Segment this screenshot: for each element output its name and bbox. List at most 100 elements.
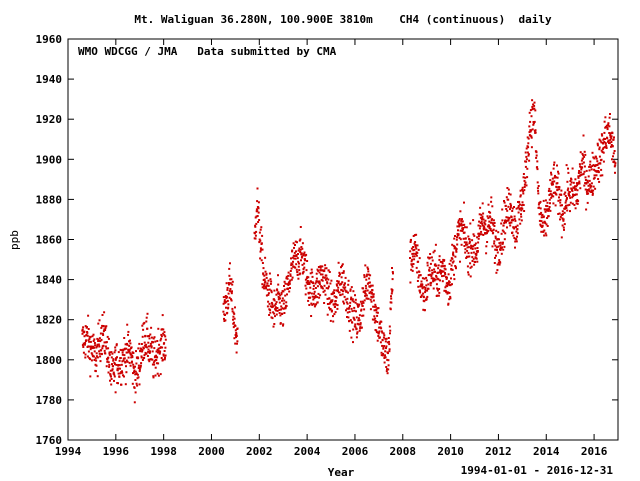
- data-point: [585, 181, 588, 184]
- data-point: [507, 198, 510, 201]
- data-point: [350, 307, 353, 310]
- data-point: [286, 293, 288, 296]
- data-point: [582, 134, 585, 137]
- data-point: [111, 352, 114, 355]
- data-point: [592, 164, 595, 167]
- data-point: [416, 280, 419, 282]
- data-point: [505, 208, 508, 210]
- data-point: [144, 334, 147, 337]
- data-point: [552, 183, 554, 186]
- data-point: [410, 268, 413, 271]
- data-point: [501, 229, 504, 232]
- data-point: [446, 281, 449, 284]
- data-point: [277, 291, 280, 294]
- data-point: [548, 187, 551, 190]
- data-point: [232, 326, 235, 329]
- data-point: [522, 173, 525, 175]
- data-point: [528, 131, 531, 134]
- data-point: [328, 271, 331, 273]
- data-point: [520, 215, 523, 218]
- data-point: [556, 176, 559, 179]
- data-point: [295, 268, 298, 271]
- data-point: [610, 141, 613, 143]
- data-point: [551, 182, 554, 185]
- data-point: [223, 317, 225, 320]
- data-point: [289, 279, 292, 282]
- data-point: [384, 340, 387, 343]
- data-point: [433, 268, 436, 271]
- data-point: [120, 363, 123, 366]
- data-point: [159, 346, 162, 349]
- data-point: [267, 293, 270, 296]
- data-point: [590, 185, 593, 188]
- data-point: [467, 273, 470, 276]
- data-point: [296, 241, 298, 244]
- data-point: [460, 224, 463, 227]
- data-point: [439, 279, 441, 282]
- data-point: [273, 312, 276, 315]
- data-point: [488, 225, 491, 228]
- data-point: [358, 329, 361, 332]
- data-point: [509, 193, 512, 196]
- data-point: [444, 268, 447, 271]
- data-point: [605, 126, 607, 128]
- data-point: [127, 330, 130, 333]
- data-point: [304, 293, 307, 296]
- data-point: [127, 356, 130, 359]
- data-point: [372, 293, 375, 296]
- data-point: [155, 354, 158, 357]
- data-point: [518, 207, 521, 210]
- data-point: [226, 288, 229, 291]
- data-point: [138, 370, 141, 373]
- data-point: [416, 271, 419, 274]
- data-point: [429, 253, 432, 255]
- data-point: [542, 215, 545, 218]
- data-point: [306, 283, 309, 285]
- data-point: [541, 221, 544, 224]
- data-point: [547, 190, 550, 192]
- data-point: [277, 283, 280, 286]
- data-point: [490, 196, 493, 199]
- data-point: [375, 308, 378, 311]
- data-point: [120, 349, 123, 352]
- data-point: [128, 348, 131, 351]
- data-point: [521, 188, 524, 191]
- data-point: [92, 345, 95, 348]
- data-point: [471, 239, 474, 242]
- data-point: [310, 268, 313, 271]
- data-point: [556, 188, 559, 191]
- data-point: [349, 304, 351, 307]
- data-point: [103, 341, 106, 344]
- data-point: [340, 289, 343, 292]
- data-point: [449, 297, 452, 300]
- data-point: [102, 325, 105, 327]
- data-point: [581, 166, 584, 169]
- data-point: [600, 133, 603, 136]
- data-point: [424, 288, 427, 291]
- data-point: [297, 260, 300, 263]
- data-point: [258, 241, 261, 243]
- data-point: [418, 289, 421, 292]
- data-point: [266, 284, 269, 287]
- data-point: [540, 230, 543, 233]
- y-axis-label: ppb: [8, 230, 21, 250]
- data-point: [335, 303, 338, 306]
- data-point: [290, 267, 293, 270]
- data-point: [374, 317, 377, 320]
- data-point: [434, 243, 437, 246]
- data-point: [277, 295, 280, 298]
- data-point: [453, 245, 456, 248]
- data-point: [533, 107, 536, 110]
- data-point: [332, 320, 335, 323]
- data-point: [412, 252, 415, 255]
- data-point: [331, 300, 334, 303]
- data-point: [133, 401, 136, 404]
- data-point: [446, 291, 449, 294]
- data-point: [305, 269, 308, 272]
- data-point: [552, 167, 555, 170]
- data-point: [125, 371, 128, 374]
- data-point: [602, 146, 605, 149]
- data-point: [151, 350, 154, 353]
- data-point: [503, 222, 506, 224]
- data-point: [301, 247, 304, 250]
